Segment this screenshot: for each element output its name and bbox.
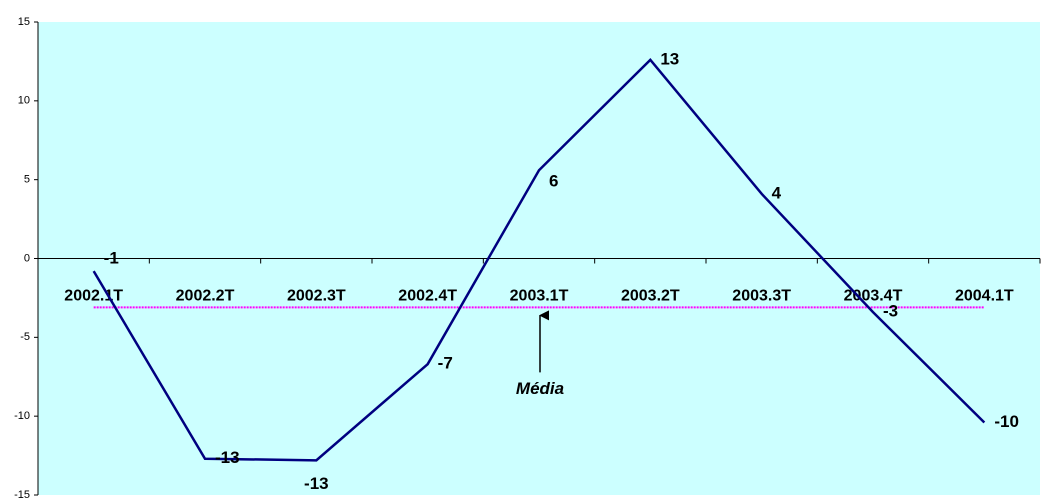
- x-tick-label: 2004.1T: [955, 288, 1014, 305]
- value-label: -3: [883, 302, 898, 321]
- value-label: -10: [994, 412, 1019, 431]
- value-label: 13: [660, 49, 679, 68]
- x-tick-label: 2002.1T: [64, 288, 123, 305]
- value-label: 4: [772, 183, 782, 202]
- x-tick-label: 2003.2T: [621, 288, 680, 305]
- y-tick-label: -15: [14, 489, 30, 501]
- x-tick-label: 2003.1T: [510, 288, 569, 305]
- y-tick-label: 15: [18, 16, 30, 28]
- x-tick-label: 2003.4T: [844, 288, 903, 305]
- x-tick-label: 2002.3T: [287, 288, 346, 305]
- y-tick-label: 10: [18, 95, 30, 107]
- y-tick-label: 5: [24, 174, 30, 186]
- data-line: [92, 57, 986, 462]
- annotation: Média: [516, 379, 564, 398]
- value-label: -13: [304, 474, 329, 493]
- x-tick-label: 2002.2T: [176, 288, 235, 305]
- x-tick-label: 2003.3T: [732, 288, 791, 305]
- y-tick-label: -5: [20, 331, 30, 343]
- y-tick-label: 0: [24, 252, 30, 264]
- x-tick-label: 2002.4T: [398, 288, 457, 305]
- value-label: -1: [104, 249, 119, 268]
- y-tick-label: -10: [14, 410, 30, 422]
- value-label: -13: [215, 448, 240, 467]
- value-label: 6: [549, 172, 558, 191]
- value-label: -7: [438, 354, 453, 373]
